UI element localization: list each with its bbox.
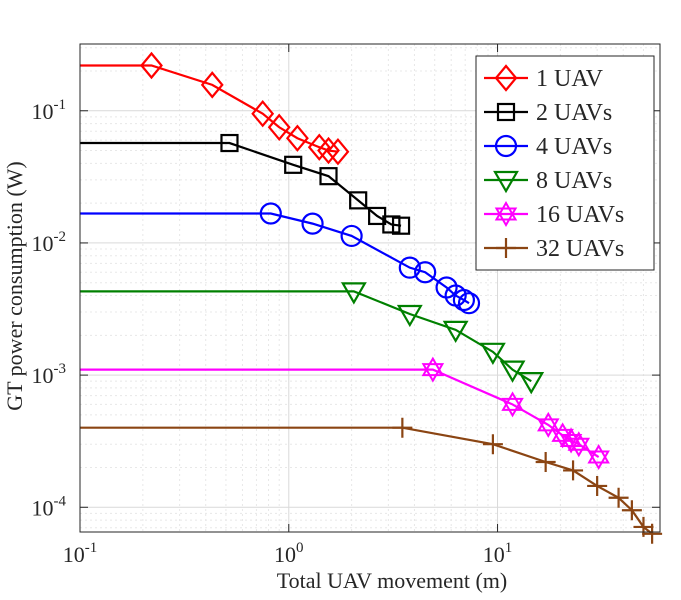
data-point [301, 212, 324, 235]
series-8-uavs [80, 282, 545, 395]
data-point [535, 452, 556, 473]
y-tick-label: 10-4 [32, 493, 67, 520]
axes-box [79, 43, 661, 533]
tick-layer: 10-1 100 101 10-4 10-3 10-2 10-1 [32, 44, 660, 567]
series-32-uavs [80, 417, 663, 544]
legend-entry: 2 UAVs [484, 100, 612, 126]
y-axis-label: GT power consumption (W) [2, 161, 27, 411]
series-16-uavs [80, 356, 610, 471]
data-point [396, 304, 423, 328]
data-point [442, 320, 469, 344]
data-point [200, 71, 224, 99]
data-point [340, 224, 363, 248]
series-4-uavs [80, 202, 481, 315]
data-point [267, 113, 291, 141]
data-point [457, 292, 481, 315]
data-point [501, 391, 524, 418]
legend-entry: 8 UAVs [484, 168, 612, 194]
data-point [563, 460, 584, 481]
y-tick-label: 10-1 [32, 97, 67, 124]
data-point [259, 202, 282, 225]
series-2-uavs [80, 133, 411, 235]
data-point [220, 133, 239, 153]
legend-marker [494, 134, 518, 158]
legend-entry: 16 UAVs [484, 201, 624, 228]
series-line [80, 64, 339, 153]
legend-marker [494, 64, 518, 92]
data-point [587, 475, 608, 496]
legend-entry: 1 UAV [484, 64, 604, 92]
data-point [479, 342, 506, 366]
legend-box [475, 55, 655, 271]
legend-marker [493, 170, 519, 194]
legend-entry: 32 UAVs [484, 236, 624, 262]
legend-marker [496, 238, 516, 258]
x-axis-label: Total UAV movement (m) [277, 568, 507, 593]
legend-label: 16 UAVs [536, 202, 624, 228]
data-point [391, 216, 411, 235]
data-point [140, 51, 163, 80]
data-point [414, 261, 437, 284]
legend-marker [496, 102, 516, 122]
data-point [340, 282, 367, 305]
legend-label: 32 UAVs [536, 236, 624, 262]
data-point [285, 124, 309, 152]
data-point [551, 422, 574, 449]
data-point [537, 411, 560, 438]
data-point [319, 167, 338, 186]
data-point [518, 372, 545, 395]
data-point [567, 431, 591, 458]
data-point [251, 99, 275, 128]
data-point [482, 434, 503, 455]
legend-label: 1 UAV [536, 66, 604, 92]
data-point [421, 356, 445, 383]
x-tick-label: 10-1 [63, 540, 98, 567]
data-point [621, 500, 642, 521]
series-line [80, 426, 653, 535]
legend-label: 4 UAVs [536, 134, 612, 160]
legend-marker [494, 201, 518, 227]
data-point [392, 417, 413, 438]
data-point [452, 288, 476, 312]
legend: 1 UAV 2 UAVs 4 UAVs 8 UAVs 16 UAVs 32 UAVs [475, 55, 655, 271]
data-point [382, 215, 401, 234]
legend-label: 8 UAVs [536, 168, 612, 194]
series-layer [80, 51, 663, 544]
series-1-uav [80, 51, 350, 166]
data-point [398, 256, 421, 279]
x-tick-label: 101 [483, 540, 512, 567]
data-point [642, 523, 663, 544]
data-point [608, 487, 629, 508]
y-tick-label: 10-3 [32, 361, 67, 388]
legend-entry: 4 UAVs [484, 134, 612, 160]
data-point [587, 444, 610, 471]
y-tick-label: 10-2 [32, 229, 67, 256]
data-point [349, 191, 368, 210]
data-point [284, 155, 303, 174]
x-tick-label: 100 [274, 540, 304, 567]
data-point [499, 360, 526, 383]
series-line [80, 290, 532, 383]
series-line [80, 141, 402, 227]
data-point [326, 137, 350, 166]
legend-label: 2 UAVs [536, 100, 612, 126]
data-point [317, 136, 340, 165]
